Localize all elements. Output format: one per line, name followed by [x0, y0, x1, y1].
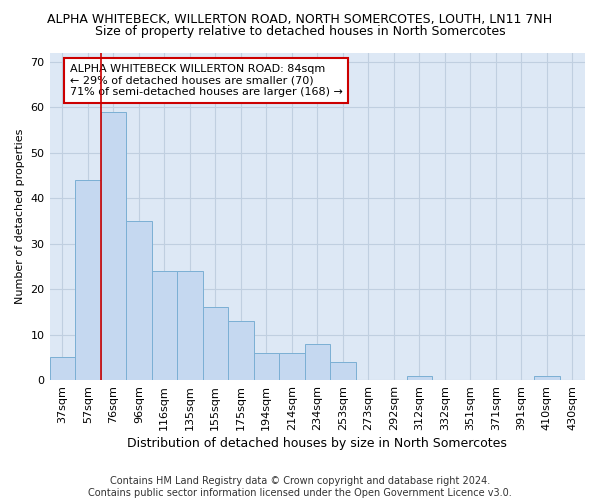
Bar: [254, 353, 279, 380]
X-axis label: Distribution of detached houses by size in North Somercotes: Distribution of detached houses by size …: [127, 437, 507, 450]
Bar: [50, 358, 75, 380]
Bar: [330, 362, 356, 380]
Bar: [534, 376, 560, 380]
Bar: [279, 353, 305, 380]
Bar: [305, 344, 330, 380]
Text: Size of property relative to detached houses in North Somercotes: Size of property relative to detached ho…: [95, 25, 505, 38]
Bar: [126, 221, 152, 380]
Bar: [101, 112, 126, 380]
Bar: [75, 180, 101, 380]
Bar: [177, 271, 203, 380]
Bar: [228, 321, 254, 380]
Y-axis label: Number of detached properties: Number of detached properties: [15, 128, 25, 304]
Text: Contains HM Land Registry data © Crown copyright and database right 2024.
Contai: Contains HM Land Registry data © Crown c…: [88, 476, 512, 498]
Text: ALPHA WHITEBECK WILLERTON ROAD: 84sqm
← 29% of detached houses are smaller (70)
: ALPHA WHITEBECK WILLERTON ROAD: 84sqm ← …: [70, 64, 343, 97]
Bar: [203, 308, 228, 380]
Bar: [407, 376, 432, 380]
Text: ALPHA WHITEBECK, WILLERTON ROAD, NORTH SOMERCOTES, LOUTH, LN11 7NH: ALPHA WHITEBECK, WILLERTON ROAD, NORTH S…: [47, 12, 553, 26]
Bar: [152, 271, 177, 380]
